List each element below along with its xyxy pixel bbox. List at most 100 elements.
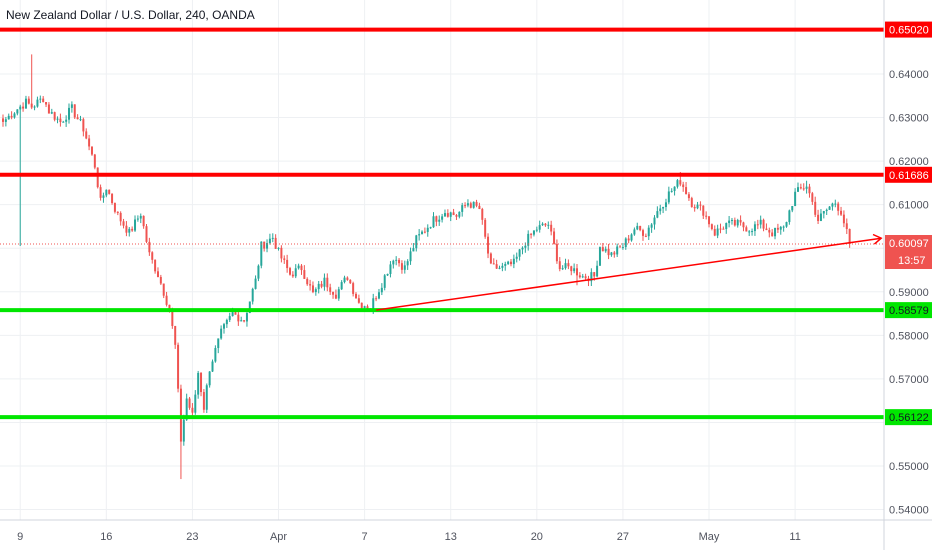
candle-body [102, 195, 105, 198]
candle-body [524, 245, 527, 248]
candle-body [696, 204, 699, 209]
candle-body [621, 247, 624, 249]
candle-body [383, 275, 386, 288]
candle-body [22, 106, 25, 109]
candle-body [309, 284, 312, 286]
candle-body [647, 227, 650, 237]
candle-body [88, 138, 91, 147]
candle-body [119, 212, 122, 222]
candle-body [848, 229, 851, 244]
candle-body [449, 212, 452, 217]
candle-body [90, 146, 93, 155]
candle-body [441, 216, 444, 220]
candle-body [122, 221, 125, 226]
candle-body [782, 226, 785, 228]
candle-body [47, 104, 50, 114]
candle-body [748, 231, 751, 233]
candle-body [65, 119, 68, 122]
y-tick-label: 0.57000 [889, 374, 929, 386]
candle-body [277, 247, 280, 249]
candle-body [759, 219, 762, 225]
candle-body [676, 180, 679, 187]
trendline[interactable] [375, 233, 883, 311]
candle-body [231, 312, 234, 317]
candle-body [561, 268, 564, 270]
support-trendline[interactable] [375, 237, 882, 311]
candle-body [685, 187, 688, 195]
candle-body [42, 98, 45, 103]
candle-body [751, 231, 754, 233]
level-price-label: 0.56122 [889, 412, 929, 424]
candle-body [2, 118, 4, 122]
y-tick-label: 0.63000 [889, 113, 929, 125]
candle-body [495, 264, 498, 269]
candle-body [576, 268, 578, 276]
candle-body [300, 265, 303, 271]
candle-body [179, 388, 182, 442]
candle-body [802, 188, 805, 190]
candle-body [840, 210, 843, 215]
candle-body [202, 392, 205, 410]
candle-body [234, 312, 237, 315]
candle-body [730, 219, 733, 221]
chart-grid [0, 0, 884, 520]
candle-body [154, 259, 157, 272]
candle-body [205, 385, 208, 410]
candle-body [633, 229, 636, 235]
candle-body [478, 205, 481, 210]
candle-body [116, 211, 119, 213]
candle-body [36, 99, 39, 107]
candle-body [409, 251, 412, 262]
candle-body [389, 264, 392, 274]
candle-body [702, 205, 705, 216]
candle-body [682, 184, 685, 188]
candle-body [779, 226, 782, 230]
candle-body [553, 231, 556, 244]
candle-body [708, 216, 711, 225]
level-price-badge [885, 409, 932, 426]
x-tick-label: 20 [531, 531, 543, 543]
candle-body [532, 230, 535, 235]
x-tick-label: 27 [617, 531, 629, 543]
candle-body [690, 198, 693, 207]
candle-body [168, 304, 171, 311]
candle-body [489, 253, 492, 264]
candle-body [76, 117, 79, 120]
candle-body [521, 247, 524, 250]
candle-body [418, 234, 421, 236]
candle-body [27, 98, 30, 104]
candle-body [564, 263, 567, 269]
candle-body [254, 278, 257, 289]
candle-body [174, 325, 177, 345]
candle-body [558, 261, 561, 270]
candle-body [139, 215, 142, 219]
candle-body [596, 265, 599, 277]
candle-body [765, 228, 768, 231]
candle-body [429, 227, 432, 229]
candle-body [145, 226, 148, 242]
candle-body [791, 206, 794, 211]
candle-body [177, 344, 180, 389]
candle-body [326, 277, 329, 288]
candlestick-series [2, 54, 851, 480]
candle-body [403, 265, 406, 270]
candle-body [45, 102, 48, 105]
candle-body [200, 372, 203, 393]
candle-body [756, 224, 759, 226]
candle-body [99, 187, 102, 198]
candle-body [343, 277, 346, 283]
candle-body [817, 214, 820, 221]
candle-body [593, 272, 596, 277]
candle-body [346, 277, 349, 280]
candle-body [426, 227, 429, 232]
candle-body [768, 230, 771, 233]
candle-body [334, 294, 337, 299]
candle-body [518, 249, 521, 257]
candle-body [466, 203, 469, 206]
candle-body [616, 246, 619, 255]
candle-body [699, 204, 702, 206]
candle-body [745, 227, 748, 232]
candle-body [664, 202, 667, 208]
